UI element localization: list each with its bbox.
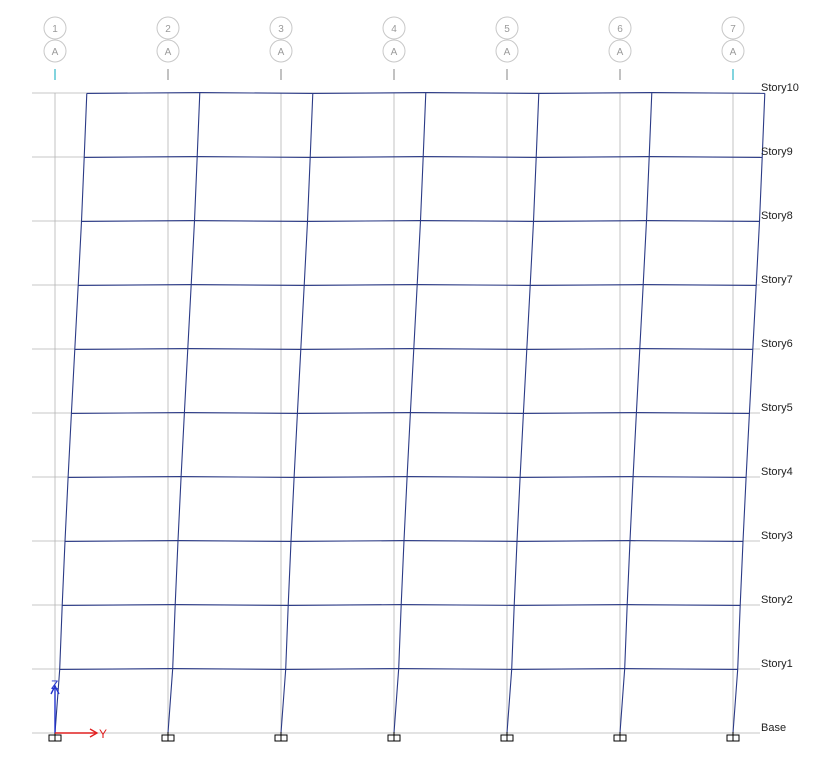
grid-bubble-number: 3 — [278, 24, 284, 35]
deformed-beam — [78, 284, 757, 286]
story-label-story2: Story2 — [761, 594, 793, 606]
deformed-beam — [84, 156, 763, 158]
deformed-beam — [59, 668, 738, 670]
grid-bubble-1: 1A — [43, 16, 67, 80]
fixed-support-icon — [387, 732, 401, 742]
grid-bubble-letter: A — [165, 47, 172, 58]
grid-bubble-number: 5 — [504, 24, 510, 35]
story-label-story9: Story9 — [761, 146, 793, 158]
grid-bubble-number: 2 — [165, 24, 171, 35]
grid-bubble-letter-circle — [495, 39, 519, 63]
grid-bubble-letter-circle — [156, 39, 180, 63]
grid-bubble-letter: A — [730, 47, 737, 58]
grid-bubble-letter: A — [617, 47, 624, 58]
story-label-story10: Story10 — [761, 82, 799, 94]
grid-bubble-number: 1 — [52, 24, 58, 35]
story-label-story6: Story6 — [761, 338, 793, 350]
story-label-base: Base — [761, 722, 786, 734]
fixed-support-icon — [500, 732, 514, 742]
grid-bubble-letter-circle — [382, 39, 406, 63]
grid-bubble-4: 4A — [382, 16, 406, 80]
grid-bubble-number-circle — [156, 16, 180, 40]
fixed-support-icon — [613, 732, 627, 742]
grid-bubble-letter-circle — [608, 39, 632, 63]
y-axis-label: Y — [99, 727, 107, 741]
story-label-story4: Story4 — [761, 466, 793, 478]
y-axis-arrowhead — [89, 728, 99, 738]
deformed-beam — [64, 540, 744, 542]
grid-bubble-number-circle — [721, 16, 745, 40]
axis-triad: Z Y — [50, 678, 107, 741]
grid-bubble-number-circle — [382, 16, 406, 40]
grid-bubble-letter: A — [52, 47, 59, 58]
grid-bubble-letter: A — [278, 47, 285, 58]
z-axis-label: Z — [51, 678, 58, 692]
grid-bubble-letter-circle — [269, 39, 293, 63]
deformed-beam — [71, 412, 750, 414]
grid-bubble-letter: A — [391, 47, 398, 58]
grid-bubble-number-circle — [43, 16, 67, 40]
grid-bubble-number-circle — [608, 16, 632, 40]
grid-bubble-letter-circle — [721, 39, 745, 63]
grid-bubble-number-circle — [269, 16, 293, 40]
fixed-support-icon — [726, 732, 740, 742]
deformed-beam — [81, 220, 760, 222]
grid-bubble-letter-circle — [43, 39, 67, 63]
deformed-frame-layer — [54, 92, 766, 734]
grid-bubble-number-circle — [495, 16, 519, 40]
deformed-beam — [68, 476, 747, 478]
grid-bubble-2: 2A — [156, 16, 180, 80]
grid-bubble-letter: A — [504, 47, 511, 58]
deformed-beam — [74, 348, 753, 350]
grid-bubble-5: 5A — [495, 16, 519, 80]
story-label-story5: Story5 — [761, 402, 793, 414]
grid-bubble-number: 4 — [391, 24, 397, 35]
story-label-story1: Story1 — [761, 658, 793, 670]
grid-bubble-7: 7A — [721, 16, 745, 80]
grid-bubble-number: 6 — [617, 24, 623, 35]
deformed-beam — [62, 604, 741, 606]
deformed-beam — [86, 92, 765, 94]
fixed-support-icon — [161, 732, 175, 742]
story-label-story3: Story3 — [761, 530, 793, 542]
story-label-story8: Story8 — [761, 210, 793, 222]
grid-bubble-number: 7 — [730, 24, 736, 35]
grid-bubble-6: 6A — [608, 16, 632, 80]
story-label-story7: Story7 — [761, 274, 793, 286]
grid-bubble-3: 3A — [269, 16, 293, 80]
z-axis-arrowhead — [50, 684, 60, 695]
story-labels-layer: Base Story1 Story2 Story3 Story4 Story5 Story6… — [761, 82, 799, 734]
fixed-support-icon — [274, 732, 288, 742]
